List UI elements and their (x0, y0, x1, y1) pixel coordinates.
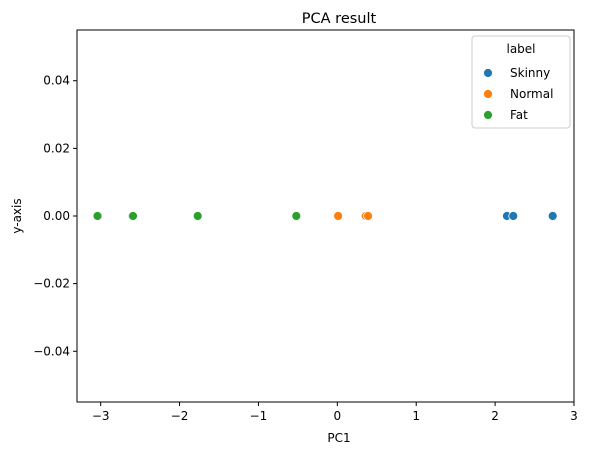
x-tick-label: 0 (334, 409, 342, 423)
x-tick-label: −2 (171, 409, 189, 423)
series-skinny (502, 211, 558, 221)
data-point (128, 211, 138, 221)
y-axis-label: y-axis (10, 198, 24, 233)
chart-title: PCA result (302, 11, 377, 27)
series-fat (92, 211, 302, 221)
y-axis: −0.04 −0.02 0.00 0.02 0.04 (33, 74, 77, 358)
x-axis-label: PC1 (327, 431, 350, 445)
data-point (333, 211, 344, 221)
legend-box (471, 35, 571, 129)
x-axis: −3 −2 −1 0 1 2 3 (92, 402, 578, 423)
x-tick-label: 1 (412, 409, 420, 423)
legend-marker (483, 110, 493, 120)
legend-entry-label: Normal (510, 87, 553, 101)
data-point (547, 211, 558, 221)
y-tick-label: 0.04 (43, 74, 70, 88)
data-point (291, 211, 302, 221)
legend-title: label (506, 42, 535, 56)
data-point (508, 211, 519, 221)
y-tick-label: 0.02 (43, 141, 70, 155)
y-tick-label: −0.02 (33, 277, 70, 291)
x-tick-label: −3 (92, 409, 110, 423)
plot-area (92, 211, 558, 221)
data-point (363, 211, 374, 221)
legend-entry-label: Fat (510, 108, 528, 122)
y-tick-label: 0.00 (43, 209, 70, 223)
legend-marker (483, 89, 493, 99)
y-tick-label: −0.04 (33, 344, 70, 358)
x-tick-label: 2 (491, 409, 499, 423)
legend-entry-label: Skinny (510, 66, 550, 80)
x-tick-label: 3 (570, 409, 578, 423)
x-tick-label: −1 (250, 409, 268, 423)
series-normal (333, 211, 374, 221)
legend-marker (483, 68, 493, 78)
data-point (192, 211, 203, 221)
legend: label Skinny Normal Fat (471, 35, 571, 129)
data-point (92, 211, 103, 221)
